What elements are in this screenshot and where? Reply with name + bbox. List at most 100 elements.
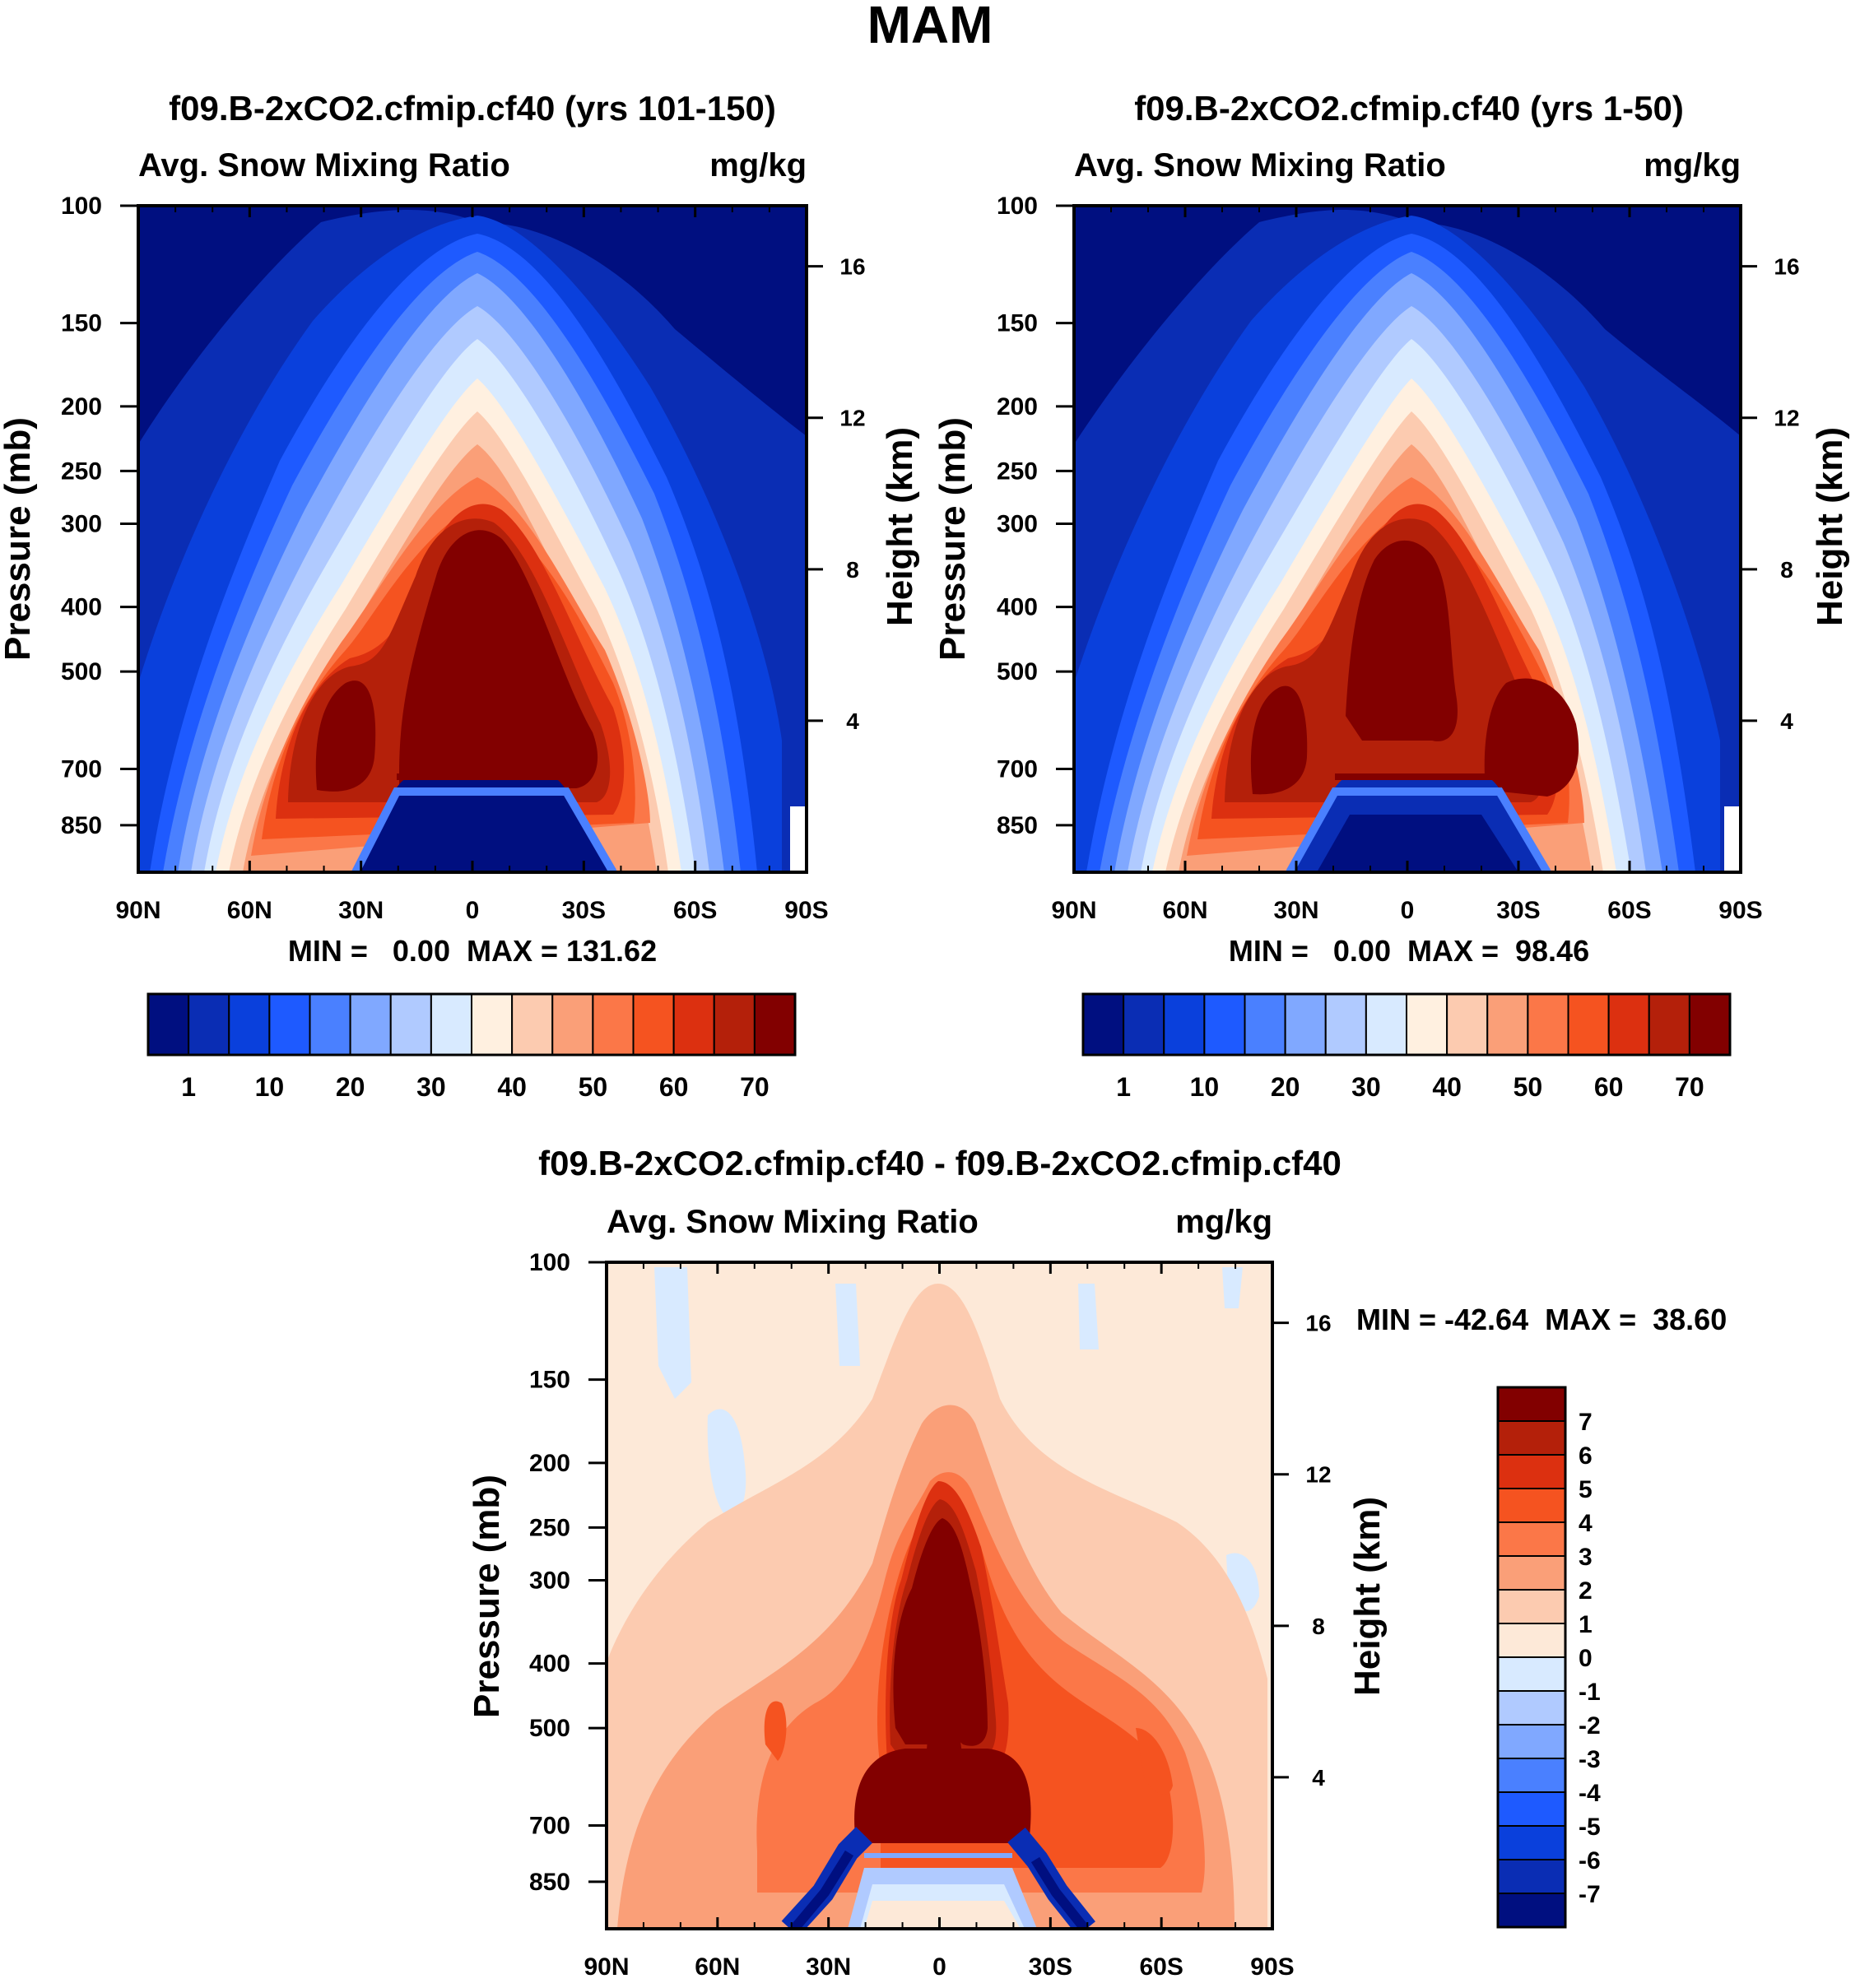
- panel-c-neg-patch-5: [1222, 1267, 1243, 1308]
- panel-a-stats: MIN = 0.00 MAX = 131.62: [288, 934, 657, 968]
- panel-c-colorbar-box: [1497, 1656, 1566, 1692]
- panel-a-y-tick-label: 400: [61, 594, 102, 621]
- panel-c-colorbar-box: [1497, 1791, 1566, 1827]
- panel-a-x-tick-label: 30N: [338, 897, 384, 924]
- panel-b-colorbar: 1 10 20 30 40 50 60 70: [1081, 992, 1732, 1102]
- panel-a-x-tick-label: 60N: [227, 897, 272, 924]
- panel-a-colorbar-label: 50: [579, 1072, 608, 1102]
- panel-a-colorbar-box: [389, 993, 432, 1056]
- panel-a-y-tick-label: 500: [61, 658, 102, 685]
- panel-b-y-tick-label: 850: [997, 812, 1038, 839]
- panel-a-left-label: Avg. Snow Mixing Ratio: [138, 147, 510, 183]
- panel-c-title: f09.B-2xCO2.cfmip.cf40 - f09.B-2xCO2.cfm…: [538, 1144, 1342, 1182]
- panel-c-y2-tick-label: 4: [1312, 1765, 1325, 1791]
- panel-b-right-edge-gap: [1724, 806, 1741, 872]
- panel-b-colorbar-box: [1324, 993, 1367, 1056]
- panel-b-y-tick-label: 300: [997, 510, 1038, 537]
- panel-b-x-tick-label: 60N: [1162, 897, 1207, 924]
- panel-c-orange-right: [1136, 1728, 1173, 1795]
- panel-b-y2-tick-label: 12: [1774, 406, 1799, 431]
- panel-b-level-16b: [1484, 678, 1579, 797]
- panel-b-colorbar-box: [1688, 993, 1731, 1056]
- panel-c-right-label: mg/kg: [1175, 1204, 1272, 1240]
- panel-c-colorbar-label: 6: [1579, 1442, 1593, 1470]
- panel-a-right-label: mg/kg: [709, 147, 807, 183]
- panel-a-level-16b: [315, 680, 376, 792]
- panel-c-colorbar-box: [1497, 1825, 1566, 1860]
- panel-c-colorbar-box: [1497, 1893, 1566, 1928]
- panel-b-title: f09.B-2xCO2.cfmip.cf40 (yrs 1-50): [1134, 89, 1684, 128]
- panel-b-colorbar-label: 30: [1351, 1072, 1381, 1102]
- panel-a-right-edge-gap: [790, 806, 807, 872]
- panel-b-level-16a: [1346, 540, 1458, 741]
- panel-b-colorbar-box: [1082, 993, 1125, 1056]
- panel-a-colorbar-box: [309, 993, 351, 1056]
- panel-a-ylabel: Pressure (mb): [0, 417, 38, 661]
- panel-a-colorbar-box: [471, 993, 514, 1056]
- panel-c-colorbar-box: [1497, 1724, 1566, 1759]
- panel-c-y2-tick-label: 8: [1312, 1614, 1325, 1639]
- panel-c-x-tick-label: 0: [932, 1953, 946, 1981]
- panel-c-left-label: Avg. Snow Mixing Ratio: [607, 1204, 979, 1240]
- panel-c-colorbar-label: 5: [1579, 1476, 1593, 1503]
- panel-c-colorbar-box: [1497, 1454, 1566, 1489]
- panel-c-colorbar-label: -2: [1579, 1712, 1601, 1740]
- panel-b-x-tick-label: 30N: [1273, 897, 1318, 924]
- panel-a-x-tick-label: 0: [466, 897, 480, 924]
- panel-b-colorbar-label: 70: [1675, 1072, 1704, 1102]
- panel-c-colorbar-frame: [1496, 1386, 1567, 1929]
- panel-c-y2-tick-label: 16: [1305, 1311, 1331, 1336]
- panel-a-colorbar-label: 30: [416, 1072, 446, 1102]
- panel-b-colorbar-box: [1607, 993, 1650, 1056]
- panel-a-colorbar-label: 20: [336, 1072, 365, 1102]
- panel-b-colorbar-box: [1406, 993, 1448, 1056]
- panel-a-colorbar-box: [430, 993, 472, 1056]
- panel-a-colorbar-box: [188, 993, 230, 1056]
- panel-b-colorbar-box: [1244, 993, 1286, 1056]
- panel-c-neg-core-right: [1030, 1856, 1089, 1929]
- panel-b-colorbar-box: [1648, 993, 1690, 1056]
- panel-a-title: f09.B-2xCO2.cfmip.cf40 (yrs 101-150): [169, 89, 776, 128]
- panel-c-y-tick-label: 850: [529, 1869, 570, 1896]
- panel-c-colorbar-box: [1497, 1623, 1566, 1658]
- panel-a-y-tick-label: 700: [61, 756, 102, 783]
- panel-a-y-tick-label: 150: [61, 310, 102, 337]
- panel-c-colorbar-label: -7: [1579, 1881, 1601, 1908]
- panel-a-y2label: Height (km): [880, 427, 920, 626]
- panel-c: f09.B-2xCO2.cfmip.cf40 - f09.B-2xCO2.cfm…: [467, 1144, 1727, 1981]
- panel-b-x-tick-label: 60S: [1607, 897, 1651, 924]
- panel-a-y-tick-label: 850: [61, 812, 102, 839]
- panel-c-y-tick-label: 150: [529, 1367, 570, 1394]
- panel-c-x-tick-label: 30S: [1029, 1953, 1072, 1981]
- panel-c-colorbar-label: -3: [1579, 1746, 1601, 1773]
- panel-c-colorbar-label: -6: [1579, 1847, 1601, 1874]
- panel-c-contour-field: [607, 1262, 1272, 1929]
- panel-c-colorbar-box: [1497, 1589, 1566, 1624]
- panel-b-left-label: Avg. Snow Mixing Ratio: [1074, 147, 1446, 183]
- panel-c-x-tick-label: 60N: [695, 1953, 740, 1981]
- panel-c-neg-patch-1: [654, 1267, 691, 1399]
- panel-c-y-tick-label: 200: [529, 1450, 570, 1477]
- panel-a-surface-mask: [354, 773, 613, 872]
- panel-c-neg-core-left: [790, 1850, 854, 1929]
- panel-b-x-tick-label: 0: [1401, 897, 1415, 924]
- panel-a-colorbar-label: 10: [255, 1072, 285, 1102]
- panel-c-colorbar-label: 3: [1579, 1544, 1593, 1571]
- panel-a-colorbar-box: [753, 993, 796, 1056]
- panel-a-y2-tick-label: 4: [846, 708, 859, 734]
- panel-b-y2-tick-label: 8: [1780, 557, 1793, 583]
- panel-c-colorbar-label: 0: [1579, 1645, 1593, 1672]
- panel-a-x-tick-label: 30S: [562, 897, 606, 924]
- panel-c-colorbar-box: [1497, 1859, 1566, 1894]
- panel-c-warm-under: [864, 1901, 1021, 1929]
- panel-c-ylabel: Pressure (mb): [467, 1475, 507, 1718]
- panel-a-x-tick-label: 90N: [115, 897, 160, 924]
- panel-c-colorbar-box: [1497, 1555, 1566, 1591]
- panel-c-level-7-top: [893, 1518, 988, 1746]
- panel-a-colorbar-label: 70: [740, 1072, 770, 1102]
- panel-c-y2-tick-label: 12: [1305, 1462, 1331, 1488]
- panel-b-colorbar-label: 1: [1116, 1072, 1131, 1102]
- panel-a-colorbar-frame: [146, 992, 797, 1057]
- panel-b-y-tick-label: 150: [997, 310, 1038, 337]
- panel-c-y2label: Height (km): [1347, 1497, 1388, 1696]
